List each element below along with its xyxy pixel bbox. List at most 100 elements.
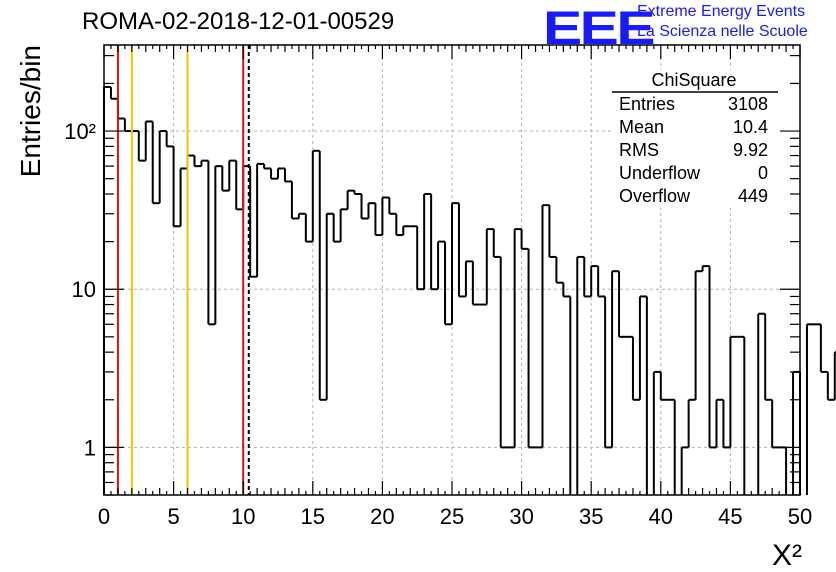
- histogram-bin: [492, 229, 501, 258]
- chart-title: ROMA-02-2018-12-01-00529: [82, 8, 395, 35]
- histogram-bin: [297, 212, 306, 219]
- y-tick-label: 10: [72, 277, 96, 302]
- histogram-bin: [715, 398, 724, 448]
- stats-box-background: [612, 70, 780, 208]
- histogram-bin: [249, 166, 258, 278]
- stats-rms-label: RMS: [619, 140, 659, 160]
- stats-underflow-label: Underflow: [619, 163, 701, 183]
- histogram-bin: [172, 146, 181, 228]
- x-axis-label: X²: [772, 539, 802, 572]
- histogram-bin: [597, 266, 606, 298]
- histogram-bin: [604, 296, 613, 449]
- histogram-bin: [652, 370, 661, 495]
- stats-box: ChiSquare Entries 3108 Mean 10.4 RMS 9.9…: [612, 70, 780, 208]
- histogram-bin: [631, 336, 640, 401]
- x-tick-label: 5: [167, 504, 179, 529]
- stats-mean-value: 10.4: [733, 117, 768, 137]
- x-tick-label: 50: [788, 504, 812, 529]
- histogram-bin: [277, 167, 285, 179]
- y-tick-label: 1: [84, 435, 96, 460]
- axis-ticks: [103, 45, 801, 496]
- histogram-bin: [659, 371, 668, 401]
- histogram-bin: [353, 190, 362, 195]
- histogram-bin: [402, 225, 411, 236]
- histogram-bin: [562, 282, 571, 298]
- x-tick-label: 25: [440, 504, 464, 529]
- histogram-bin: [423, 192, 432, 290]
- stats-rms-value: 9.92: [733, 140, 768, 160]
- histogram-bin: [109, 86, 118, 100]
- histogram-bin: [618, 271, 626, 338]
- logo-caption-line2: La Scienza nelle Scuole: [637, 23, 808, 40]
- histogram-bin: [757, 312, 766, 495]
- histogram-bin: [805, 323, 814, 495]
- histogram-bin: [325, 212, 334, 400]
- histogram-bin: [576, 255, 585, 495]
- x-tick-label: 35: [579, 504, 603, 529]
- stats-underflow-value: 0: [758, 163, 768, 183]
- histogram-bin: [179, 167, 188, 227]
- histogram-bin: [123, 118, 132, 133]
- x-tick-label: 15: [301, 504, 325, 529]
- histogram-bin: [200, 159, 209, 167]
- histogram-bin: [729, 335, 738, 448]
- stats-overflow-label: Overflow: [619, 186, 691, 206]
- histogram-bin: [304, 213, 313, 243]
- histogram-bin: [193, 155, 202, 168]
- x-tick-label: 10: [231, 504, 255, 529]
- x-tick-label: 40: [649, 504, 673, 529]
- x-tick-label: 45: [718, 504, 742, 529]
- marker-lines: [116, 45, 250, 495]
- y-tick-label: 10²: [64, 119, 96, 144]
- histogram-bin: [207, 160, 216, 326]
- histogram-bin: [583, 256, 592, 298]
- stats-entries-value: 3108: [728, 94, 768, 114]
- histogram-bin: [548, 205, 557, 258]
- histogram-bin: [611, 270, 620, 448]
- histogram-bin: [437, 240, 446, 290]
- y-axis-label: Entries/bin: [15, 45, 46, 177]
- histogram-bin: [318, 150, 327, 401]
- histogram-bin: [263, 163, 272, 170]
- histogram-bin: [186, 154, 195, 169]
- histogram-bin: [214, 165, 223, 325]
- histogram-bin: [590, 265, 599, 297]
- histogram-bin: [416, 226, 425, 291]
- axis-tick-labels: 0 5 10 15 20 25 30 35 40 45 50 1 10 10²: [64, 119, 812, 529]
- histogram-bin: [388, 197, 397, 215]
- stats-entries-label: Entries: [619, 94, 675, 114]
- histogram-bin: [144, 120, 153, 161]
- histogram-bin: [360, 193, 369, 220]
- histogram-bin: [444, 241, 452, 326]
- histogram-bin: [339, 208, 348, 242]
- histogram-bin: [381, 196, 390, 236]
- histogram-bin: [374, 203, 383, 237]
- histogram-bin: [367, 202, 376, 219]
- histogram-bin: [311, 149, 320, 242]
- histogram-bin: [346, 189, 355, 210]
- histogram-bin: [485, 228, 494, 305]
- histogram-bin: [471, 261, 480, 306]
- histogram-bin: [290, 181, 299, 220]
- histogram-bin: [464, 260, 473, 297]
- stats-overflow-value: 449: [738, 186, 768, 206]
- x-tick-label: 30: [509, 504, 533, 529]
- histogram-bin: [158, 130, 167, 204]
- histogram-bin: [228, 159, 237, 191]
- histogram-bin: [103, 85, 111, 495]
- histogram-bin: [499, 256, 508, 449]
- stats-mean-label: Mean: [619, 117, 664, 137]
- histogram-bin: [764, 313, 773, 401]
- histogram-bin: [116, 98, 125, 120]
- histogram-bin: [771, 399, 780, 449]
- histogram-bin: [527, 248, 536, 449]
- stats-title: ChiSquare: [651, 70, 736, 90]
- histogram-bin: [270, 168, 278, 180]
- histogram-bin: [430, 193, 439, 291]
- x-tick-label: 20: [370, 504, 394, 529]
- x-tick-label: 0: [98, 504, 110, 529]
- histogram-bin: [151, 121, 160, 205]
- histogram-bin: [638, 295, 647, 400]
- histogram-bin: [457, 203, 466, 298]
